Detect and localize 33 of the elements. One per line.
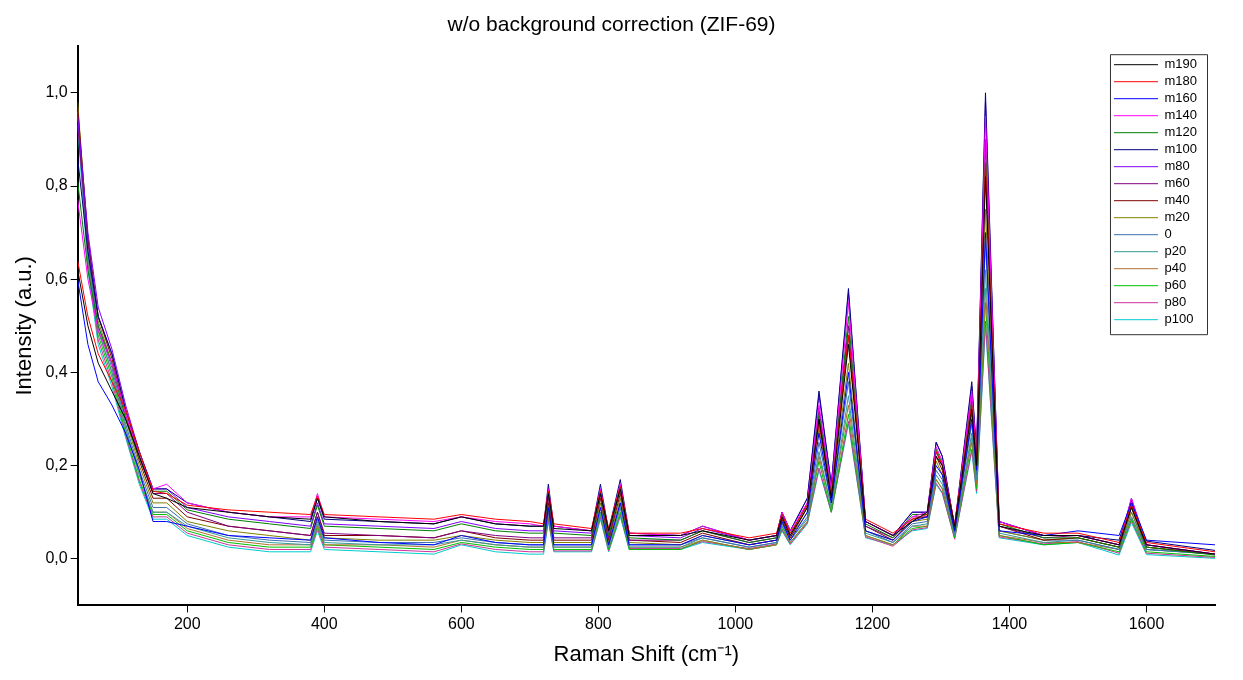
x-tick-label: 400	[310, 615, 338, 633]
y-tick-label: 0,2	[45, 456, 68, 474]
x-axis-title: Raman Shift (cm⁻¹)	[553, 640, 740, 666]
legend-label: m20	[1164, 209, 1190, 225]
legend-label: m190	[1164, 56, 1198, 72]
legend-label: p20	[1164, 243, 1187, 259]
chart-title: w/o background correction (ZIF-69)	[446, 12, 776, 36]
y-tick-label: 0,0	[45, 549, 68, 567]
legend-label: m140	[1164, 107, 1198, 123]
legend-label: 0	[1164, 226, 1172, 242]
legend-label: p80	[1164, 294, 1187, 310]
legend-label: p100	[1164, 311, 1194, 327]
y-tick-label: 0,6	[45, 269, 68, 287]
legend-label: m60	[1164, 175, 1190, 191]
x-tick-label: 600	[447, 615, 475, 633]
x-tick-label: 1600	[1128, 615, 1165, 633]
y-tick-label: 0,8	[45, 176, 68, 194]
y-tick-label: 0,4	[45, 362, 68, 380]
y-axis-title: Intensity (a.u.)	[11, 256, 37, 396]
legend-label: m120	[1164, 124, 1198, 140]
legend-label: m180	[1164, 73, 1198, 89]
legend-label: m100	[1164, 141, 1198, 157]
legend-label: m80	[1164, 158, 1190, 174]
x-tick-label: 1400	[991, 615, 1028, 633]
x-tick-label: 1000	[717, 615, 754, 633]
y-tick-label: 1,0	[45, 83, 68, 101]
legend-label: p40	[1164, 260, 1187, 276]
legend-label: m40	[1164, 192, 1190, 208]
legend-label: p60	[1164, 277, 1187, 293]
x-tick-label: 800	[585, 615, 612, 633]
x-tick-label: 200	[173, 615, 201, 633]
x-tick-label: 1200	[854, 615, 891, 633]
legend-label: m160	[1164, 90, 1198, 106]
